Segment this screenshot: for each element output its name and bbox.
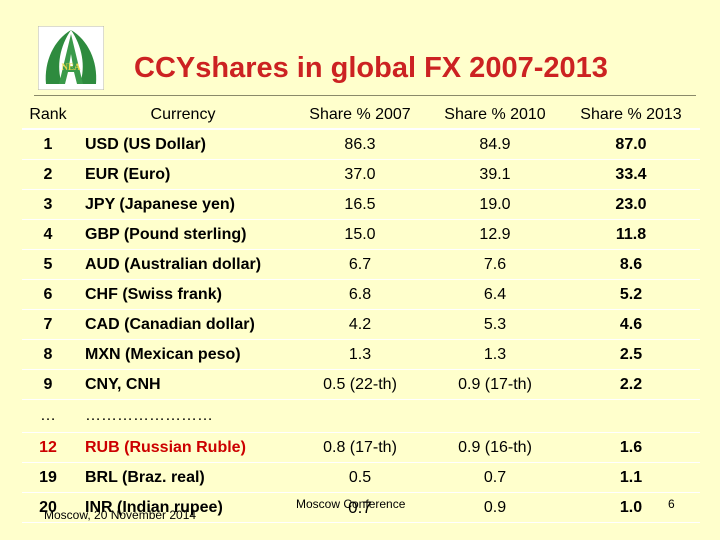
share-2010-cell: 0.9 (16-th) bbox=[428, 432, 562, 463]
table-row-ellipsis: … …………………… bbox=[22, 399, 700, 433]
table-row: 8 MXN (Mexican peso) 1.3 1.3 2.5 bbox=[22, 339, 700, 370]
currency-cell: INR (Indian rupee) bbox=[74, 492, 292, 523]
footer-event: Moscow Conference bbox=[296, 497, 406, 511]
share-2010-cell: 84.9 bbox=[428, 129, 562, 160]
rank-cell: … bbox=[22, 399, 74, 433]
currency-share-table: Rank Currency Share % 2007 Share % 2010 … bbox=[22, 101, 700, 523]
currency-cell: …………………… bbox=[74, 399, 292, 433]
share-2010-cell: 39.1 bbox=[428, 159, 562, 190]
footer-date: Moscow, 20 November 2014 bbox=[44, 508, 197, 522]
share-2010-cell: 19.0 bbox=[428, 189, 562, 220]
currency-cell: JPY (Japanese yen) bbox=[74, 189, 292, 220]
nea-logo-icon: NEA bbox=[38, 26, 104, 90]
rank-cell: 19 bbox=[22, 462, 74, 493]
share-2013-cell bbox=[562, 399, 700, 433]
rank-cell: 1 bbox=[22, 129, 74, 160]
share-2007-cell: 6.7 bbox=[292, 249, 428, 280]
rank-cell: 5 bbox=[22, 249, 74, 280]
currency-cell: CHF (Swiss frank) bbox=[74, 279, 292, 310]
table-row: 9 CNY, CNH 0.5 (22-th) 0.9 (17-th) 2.2 bbox=[22, 369, 700, 400]
currency-cell: CAD (Canadian dollar) bbox=[74, 309, 292, 340]
share-2013-cell: 2.5 bbox=[562, 339, 700, 370]
share-2010-cell: 0.7 bbox=[428, 462, 562, 493]
logo-text: NEA bbox=[61, 62, 81, 72]
share-2013-cell: 23.0 bbox=[562, 189, 700, 220]
currency-cell: RUB (Russian Ruble) bbox=[74, 432, 292, 463]
share-2010-cell: 0.9 bbox=[428, 492, 562, 523]
share-2010-cell bbox=[428, 399, 562, 433]
rank-cell: 7 bbox=[22, 309, 74, 340]
rank-cell: 2 bbox=[22, 159, 74, 190]
share-2013-cell: 2.2 bbox=[562, 369, 700, 400]
share-2013-cell: 1.6 bbox=[562, 432, 700, 463]
share-2010-cell: 6.4 bbox=[428, 279, 562, 310]
share-2013-cell: 11.8 bbox=[562, 219, 700, 250]
table-row: 5 AUD (Australian dollar) 6.7 7.6 8.6 bbox=[22, 249, 700, 280]
share-2007-cell: 15.0 bbox=[292, 219, 428, 250]
share-2007-cell: 86.3 bbox=[292, 129, 428, 160]
share-2007-cell: 16.5 bbox=[292, 189, 428, 220]
currency-cell: USD (US Dollar) bbox=[74, 129, 292, 160]
currency-cell: MXN (Mexican peso) bbox=[74, 339, 292, 370]
rank-cell: 6 bbox=[22, 279, 74, 310]
rank-cell: 12 bbox=[22, 432, 74, 463]
table-header-row: Rank Currency Share % 2007 Share % 2010 … bbox=[22, 101, 700, 130]
share-2007-cell: 0.5 (22-th) bbox=[292, 369, 428, 400]
share-2013-cell: 1.0 bbox=[562, 492, 700, 523]
currency-cell: BRL (Braz. real) bbox=[74, 462, 292, 493]
table-row: 2 EUR (Euro) 37.0 39.1 33.4 bbox=[22, 159, 700, 190]
table-row-highlighted: 12 RUB (Russian Ruble) 0.8 (17-th) 0.9 (… bbox=[22, 432, 700, 463]
share-2007-cell: 0.5 bbox=[292, 462, 428, 493]
table-row: 7 CAD (Canadian dollar) 4.2 5.3 4.6 bbox=[22, 309, 700, 340]
table-row: 19 BRL (Braz. real) 0.5 0.7 1.1 bbox=[22, 462, 700, 493]
header-share-2013: Share % 2013 bbox=[562, 101, 700, 130]
slide-title: CCYshares in global FX 2007-2013 bbox=[134, 52, 608, 84]
share-2007-cell: 1.3 bbox=[292, 339, 428, 370]
currency-cell: AUD (Australian dollar) bbox=[74, 249, 292, 280]
currency-cell: EUR (Euro) bbox=[74, 159, 292, 190]
table-row: 3 JPY (Japanese yen) 16.5 19.0 23.0 bbox=[22, 189, 700, 220]
header-share-2010: Share % 2010 bbox=[428, 101, 562, 130]
header-currency: Currency bbox=[74, 101, 292, 130]
currency-cell: CNY, CNH bbox=[74, 369, 292, 400]
share-2007-cell: 4.2 bbox=[292, 309, 428, 340]
share-2007-cell: 0.8 (17-th) bbox=[292, 432, 428, 463]
share-2013-cell: 1.1 bbox=[562, 462, 700, 493]
share-2013-cell: 87.0 bbox=[562, 129, 700, 160]
share-2013-cell: 5.2 bbox=[562, 279, 700, 310]
rank-cell: 20 bbox=[22, 492, 74, 523]
share-2010-cell: 1.3 bbox=[428, 339, 562, 370]
header-rank: Rank bbox=[22, 101, 74, 130]
table-row: 20 INR (Indian rupee) 0.7 0.9 1.0 bbox=[22, 492, 700, 523]
rank-cell: 9 bbox=[22, 369, 74, 400]
share-2010-cell: 7.6 bbox=[428, 249, 562, 280]
rank-cell: 8 bbox=[22, 339, 74, 370]
share-2013-cell: 8.6 bbox=[562, 249, 700, 280]
rank-cell: 4 bbox=[22, 219, 74, 250]
page-number: 6 bbox=[668, 497, 675, 511]
share-2010-cell: 12.9 bbox=[428, 219, 562, 250]
header-share-2007: Share % 2007 bbox=[292, 101, 428, 130]
rank-cell: 3 bbox=[22, 189, 74, 220]
share-2007-cell: 6.8 bbox=[292, 279, 428, 310]
title-divider bbox=[34, 95, 696, 96]
share-2010-cell: 0.9 (17-th) bbox=[428, 369, 562, 400]
share-2013-cell: 4.6 bbox=[562, 309, 700, 340]
share-2010-cell: 5.3 bbox=[428, 309, 562, 340]
share-2007-cell bbox=[292, 399, 428, 433]
share-2007-cell: 0.7 bbox=[292, 492, 428, 523]
table-row: 4 GBP (Pound sterling) 15.0 12.9 11.8 bbox=[22, 219, 700, 250]
share-2013-cell: 33.4 bbox=[562, 159, 700, 190]
currency-cell: GBP (Pound sterling) bbox=[74, 219, 292, 250]
share-2007-cell: 37.0 bbox=[292, 159, 428, 190]
table-row: 1 USD (US Dollar) 86.3 84.9 87.0 bbox=[22, 129, 700, 160]
table-row: 6 CHF (Swiss frank) 6.8 6.4 5.2 bbox=[22, 279, 700, 310]
